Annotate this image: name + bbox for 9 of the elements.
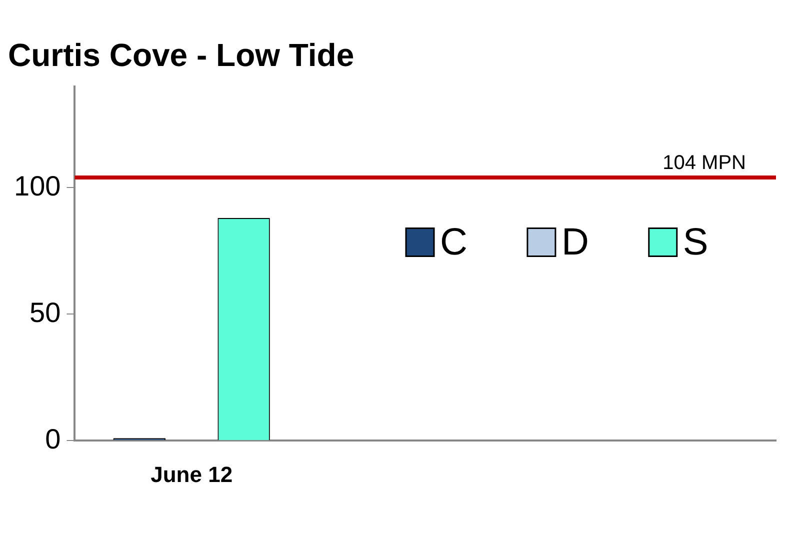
y-tick-label: 100: [14, 170, 61, 202]
chart-title: Curtis Cove - Low Tide: [8, 37, 354, 74]
legend-label: C: [440, 222, 468, 264]
legend-label: D: [561, 222, 589, 264]
x-tick-label: June 12: [150, 462, 233, 487]
y-tick-label: 50: [30, 296, 61, 328]
ref-line-label: 104 MPN: [662, 152, 746, 174]
y-tick-label: 0: [45, 423, 61, 454]
legend-label: S: [682, 222, 708, 264]
